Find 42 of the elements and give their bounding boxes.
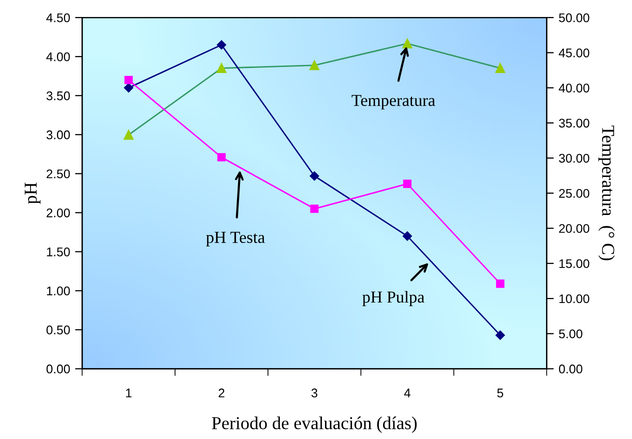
y2-tick-label: 30.00 [558, 154, 590, 163]
y-tick-label: 0.50 [46, 326, 70, 334]
x-tick-label: 2 [218, 388, 224, 398]
y-tick-label: 3.00 [46, 130, 70, 140]
x-tick-label: 3 [311, 388, 318, 398]
y2-tick-label: 10.00 [559, 294, 590, 304]
point [310, 171, 320, 181]
point [124, 76, 133, 84]
y2-tick-label: 0.00 [558, 364, 582, 374]
point [496, 330, 505, 340]
x-axis-title: Periodo de evaluación (días) [212, 416, 417, 433]
x-tick-label: 1 [126, 388, 132, 398]
point [310, 204, 319, 213]
y-tick-label: 1.50 [46, 247, 70, 256]
text: Temperatura [352, 94, 436, 110]
x-tick-label: 5 [497, 388, 504, 398]
y-tick-label: 1.00 [46, 286, 70, 296]
y2-axis-title: Temperatura (° C) [598, 126, 615, 260]
y-tick-label: 4.00 [46, 52, 70, 62]
y2-tick-label: 25.00 [559, 188, 590, 198]
y2-tick-label: 40.00 [558, 84, 590, 92]
point [216, 40, 226, 50]
y-tick-label: 4.50 [46, 13, 70, 22]
y-tick-label: 2.00 [46, 208, 70, 218]
y-tick-label: 2.50 [46, 169, 70, 178]
point [124, 83, 134, 92]
y-axis-title: pH [24, 182, 40, 204]
point [403, 180, 412, 188]
y2-tick-label: 45.00 [558, 48, 590, 58]
y2-tick-label: 15.00 [559, 259, 590, 268]
point [402, 231, 412, 241]
y-tick-label: 0.00 [46, 364, 70, 374]
text: pH Testa [206, 232, 265, 246]
y2-tick-label: 35.00 [558, 118, 590, 128]
point [217, 153, 226, 162]
x-tick-label: 4 [404, 388, 410, 398]
series-label: pH Pulpa [362, 290, 424, 306]
y-tick-label: 3.50 [46, 91, 70, 100]
point [496, 280, 504, 288]
y2-tick-label: 50.00 [558, 13, 590, 22]
y2-tick-label: 5.00 [558, 329, 582, 338]
y2-tick-label: 20.00 [559, 224, 590, 233]
